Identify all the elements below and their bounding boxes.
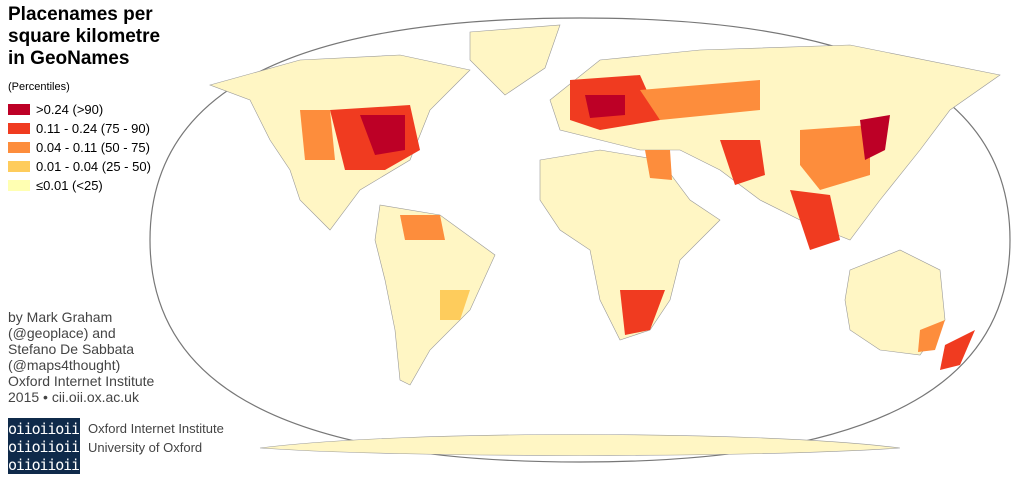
legend-label: >0.24 (>90) [36, 102, 103, 117]
logo-box [8, 418, 80, 474]
legend-label: 0.01 - 0.04 (25 - 50) [36, 159, 151, 174]
logo-row: oiioiioii [8, 438, 80, 456]
credit-line: 2015 • cii.oii.ox.ac.uk [8, 389, 140, 405]
institution-line: University of Oxford [88, 440, 202, 455]
credit-line: Oxford Internet Institute [8, 373, 155, 389]
title-line: square kilometre [8, 26, 160, 47]
legend-swatch [8, 123, 30, 134]
credit-line: by Mark Graham [8, 309, 112, 325]
credit-line: Stefano De Sabbata [8, 341, 134, 357]
legend-label: ≤0.01 (<25) [36, 178, 103, 193]
institution-line: Oxford Internet Institute [88, 421, 224, 436]
title-line: Placenames per [8, 4, 153, 25]
credit-line: (@geoplace) and [8, 325, 116, 341]
legend-swatch [8, 161, 30, 172]
legend-swatch [8, 142, 30, 153]
title-line: in GeoNames [8, 48, 129, 69]
credit-line: (@maps4thought) [8, 357, 120, 373]
legend-swatch [8, 104, 30, 115]
logo-row: oiioiioii [8, 420, 80, 438]
subtitle: (Percentiles) [8, 81, 70, 93]
legend-label: 0.11 - 0.24 (75 - 90) [36, 121, 150, 136]
legend-label: 0.04 - 0.11 (50 - 75) [36, 140, 150, 155]
legend-swatch [8, 180, 30, 191]
world-map [149, 17, 1011, 463]
logo-row: oiioiioii [8, 456, 80, 474]
legend: >0.24 (>90) 0.11 - 0.24 (75 - 90) 0.04 - 0… [8, 102, 151, 193]
